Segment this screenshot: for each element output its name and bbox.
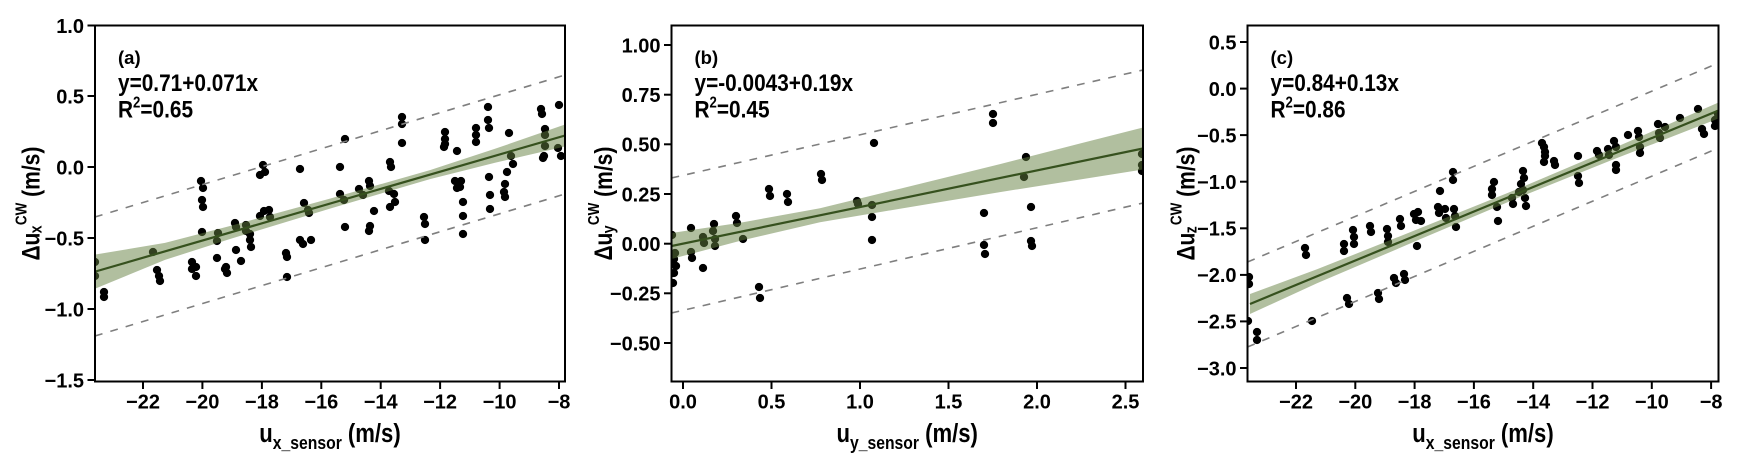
- svg-text:−12: −12: [423, 391, 457, 413]
- svg-text:−0.5: −0.5: [45, 228, 84, 250]
- svg-text:−16: −16: [304, 391, 338, 413]
- svg-text:−16: −16: [1457, 391, 1491, 413]
- svg-text:0.25: 0.25: [622, 184, 661, 206]
- svg-text:−1.0: −1.0: [1197, 172, 1236, 194]
- svg-text:−2.0: −2.0: [1197, 265, 1236, 287]
- svg-text:−20: −20: [185, 391, 219, 413]
- svg-text:(c): (c): [1271, 47, 1294, 68]
- svg-text:−22: −22: [1279, 391, 1313, 413]
- svg-text:1.0: 1.0: [846, 391, 874, 413]
- svg-text:y: y: [600, 225, 618, 233]
- svg-text:−1.5: −1.5: [45, 370, 84, 392]
- svg-text:−14: −14: [1516, 391, 1551, 413]
- svg-text:−1.5: −1.5: [1197, 219, 1236, 241]
- svg-text:−8: −8: [1700, 391, 1723, 413]
- svg-text:0.0: 0.0: [669, 391, 697, 413]
- svg-text:−12: −12: [1576, 391, 1610, 413]
- svg-text:0.5: 0.5: [56, 86, 84, 108]
- svg-text:y=0.71+0.071x: y=0.71+0.071x: [118, 68, 258, 96]
- svg-text:CW: CW: [1169, 203, 1186, 225]
- svg-text:−8: −8: [548, 391, 571, 413]
- svg-text:−22: −22: [126, 391, 160, 413]
- svg-text:x: x: [27, 225, 45, 233]
- svg-text:0.75: 0.75: [622, 85, 661, 107]
- svg-text:0.00: 0.00: [622, 234, 661, 256]
- svg-text:−3.0: −3.0: [1197, 358, 1236, 380]
- svg-text:−10: −10: [483, 391, 517, 413]
- svg-text:0.0: 0.0: [1209, 79, 1237, 101]
- svg-text:−20: −20: [1338, 391, 1372, 413]
- svg-text:0.0: 0.0: [56, 157, 84, 179]
- svg-text:R2=0.86: R2=0.86: [1271, 95, 1346, 123]
- svg-text:ux_sensor (m/s): ux_sensor (m/s): [259, 419, 400, 453]
- svg-text:−2.5: −2.5: [1197, 312, 1236, 334]
- svg-text:0.5: 0.5: [758, 391, 786, 413]
- svg-text:Δu: Δu: [17, 233, 45, 261]
- svg-text:R2=0.65: R2=0.65: [118, 95, 193, 123]
- svg-text:−0.25: −0.25: [610, 284, 661, 306]
- svg-text:R2=0.45: R2=0.45: [695, 95, 770, 123]
- svg-text:y=-0.0043+0.19x: y=-0.0043+0.19x: [695, 68, 854, 96]
- svg-text:Δu: Δu: [1172, 233, 1200, 261]
- svg-text:−0.5: −0.5: [1197, 125, 1236, 147]
- svg-text:(m/s): (m/s): [1172, 147, 1200, 203]
- svg-text:−18: −18: [245, 391, 279, 413]
- svg-text:(m/s): (m/s): [589, 147, 617, 203]
- svg-text:2.0: 2.0: [1023, 391, 1051, 413]
- svg-text:−14: −14: [364, 391, 399, 413]
- svg-text:z: z: [1182, 226, 1200, 233]
- svg-text:1.00: 1.00: [622, 35, 661, 57]
- svg-text:y=0.84+0.13x: y=0.84+0.13x: [1271, 68, 1400, 96]
- svg-text:1.5: 1.5: [935, 391, 963, 413]
- svg-text:−1.0: −1.0: [45, 299, 84, 321]
- svg-text:0.50: 0.50: [622, 135, 661, 157]
- svg-text:(b): (b): [695, 47, 719, 68]
- svg-text:−10: −10: [1635, 391, 1669, 413]
- svg-text:2.5: 2.5: [1112, 391, 1140, 413]
- svg-text:−18: −18: [1398, 391, 1432, 413]
- svg-text:CW: CW: [586, 203, 603, 225]
- svg-text:Δu: Δu: [589, 233, 617, 261]
- svg-text:1.0: 1.0: [56, 16, 84, 38]
- svg-text:(a): (a): [118, 47, 141, 68]
- svg-text:(m/s): (m/s): [17, 147, 45, 203]
- svg-text:CW: CW: [14, 203, 31, 225]
- svg-text:−0.50: −0.50: [610, 333, 661, 355]
- svg-text:0.5: 0.5: [1209, 32, 1237, 54]
